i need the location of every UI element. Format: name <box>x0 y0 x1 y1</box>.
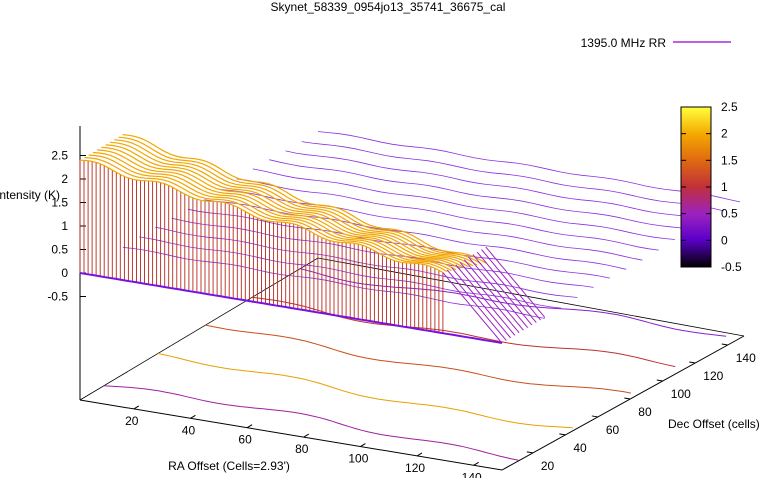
colorbar: 2.5 2 1.5 1 0.5 0 -0.5 <box>680 100 742 274</box>
surface-tail-line <box>472 254 533 326</box>
surface-ridge-line <box>84 157 448 273</box>
surface-baseline <box>171 217 594 288</box>
surface-tail-line <box>476 251 537 323</box>
surface-tail-line <box>446 269 507 341</box>
surface-tail-line <box>485 246 546 318</box>
colorbar-tick-label: -0.5 <box>721 260 742 274</box>
contour-line <box>300 268 727 337</box>
y-tick-label: 120 <box>703 369 723 383</box>
surface-ridge-line <box>122 134 487 264</box>
colorbar-tick-label: 1.5 <box>721 153 738 167</box>
surface-ridge-line <box>118 136 482 265</box>
surface-ridge-line <box>92 151 457 271</box>
surface-tail-line <box>451 267 511 339</box>
surface-tail-line <box>468 256 529 329</box>
surface-ridge-line <box>88 154 452 272</box>
contour-line <box>157 353 573 429</box>
colorbar-tick-label: 0.5 <box>721 207 738 221</box>
y-axis-label: Dec Offset (cells) <box>668 417 760 431</box>
y-tick-label: 20 <box>541 459 555 473</box>
y-axis-ticks: 20 40 60 80 100 120 140 <box>526 343 756 473</box>
x-tick-label: 40 <box>182 423 196 437</box>
surface-baseline <box>236 178 659 251</box>
y-tick-label: 140 <box>736 351 756 365</box>
legend-label: 1395.0 MHz RR <box>581 36 667 50</box>
y-tick-label: 100 <box>671 387 691 401</box>
x-tick-label: 80 <box>295 442 309 456</box>
surface-baseline <box>252 168 675 240</box>
surface-mesh <box>79 131 741 344</box>
surface-baseline <box>187 208 610 279</box>
colorbar-tick-label: 1 <box>721 180 728 194</box>
colorbar-tick-label: 2 <box>721 127 728 141</box>
z-tick-label: 1 <box>61 219 68 233</box>
surface-ridge-line <box>114 139 478 266</box>
base-contours <box>103 268 727 461</box>
surface-ridge-line <box>97 149 461 270</box>
surface-tail-line <box>481 249 541 321</box>
surface-ridge-line <box>79 159 444 274</box>
x-tick-label: 120 <box>405 461 425 475</box>
y-tick-label: 80 <box>638 405 652 419</box>
surface-tail-line <box>455 264 516 336</box>
chart-title: Skynet_58339_0954jo13_35741_36675_cal <box>271 0 506 14</box>
y-tick-label: 40 <box>573 441 587 455</box>
x-axis-label: RA Offset (Cells=2.93') <box>168 459 290 473</box>
z-tick-label: -0.5 <box>47 290 68 304</box>
x-axis-ticks: 20 40 60 80 100 120 140 <box>125 405 482 478</box>
x-tick-label: 100 <box>348 452 368 466</box>
colorbar-tick-label: 2.5 <box>721 100 738 114</box>
colorbar-ticks: 2.5 2 1.5 1 0.5 0 -0.5 <box>681 100 742 274</box>
z-tick-label: 0.5 <box>51 243 68 257</box>
z-axis-label: Intensity (K) <box>0 188 60 202</box>
y-tick-label: 60 <box>606 423 620 437</box>
surface-tail-line <box>463 259 524 331</box>
surface-baseline <box>301 141 724 212</box>
z-tick-label: 1.5 <box>51 196 68 210</box>
contour-line <box>205 324 631 394</box>
surface-front-edge <box>79 272 503 344</box>
x-tick-label: 60 <box>238 433 252 447</box>
surface-baseline <box>317 131 741 203</box>
legend: 1395.0 MHz RR <box>581 36 731 50</box>
surface-tail-line <box>459 261 520 334</box>
colorbar-tick-label: 0 <box>721 233 728 247</box>
z-tick-label: 2 <box>61 172 68 186</box>
z-tick-label: 2.5 <box>51 149 68 163</box>
contour-line <box>252 296 676 368</box>
contour-line <box>103 385 519 461</box>
x-tick-label: 20 <box>125 414 139 428</box>
x-tick-label: 140 <box>462 470 482 478</box>
surface-baseline <box>285 150 708 221</box>
surface-tail-line <box>442 272 503 344</box>
surface-baseline <box>269 159 692 230</box>
z-tick-label: 0 <box>61 266 68 280</box>
surface-ridge-line <box>101 146 465 269</box>
surface-baseline <box>220 189 643 261</box>
surface-ridge-line <box>105 144 469 268</box>
surface-ridge-line <box>109 141 474 267</box>
